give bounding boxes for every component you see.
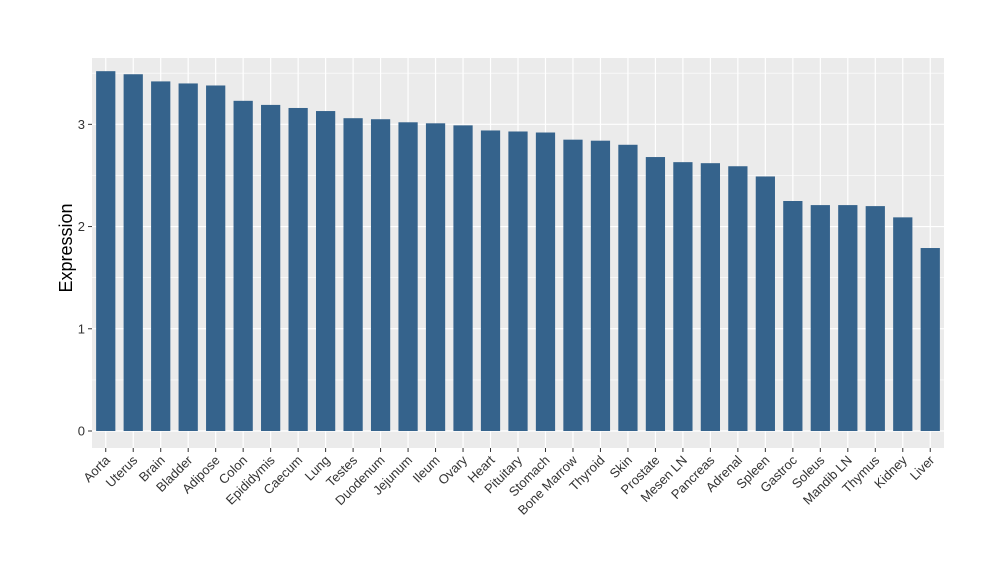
bar-pancreas xyxy=(700,163,721,431)
x-tick-label: Ovary xyxy=(435,452,470,487)
bar-bone-marrow xyxy=(563,139,583,431)
y-axis-title: Expression xyxy=(56,203,76,292)
bar-soleus xyxy=(810,205,830,431)
bar-kidney xyxy=(893,217,913,431)
bar-lung xyxy=(315,111,336,432)
y-tick-label: 3 xyxy=(78,117,85,132)
bar-testes xyxy=(343,118,363,431)
bar-pituitary xyxy=(508,131,528,431)
bar-bladder xyxy=(178,83,198,431)
bar-adrenal xyxy=(728,166,748,431)
bar-stomach xyxy=(535,132,556,431)
y-tick-label: 0 xyxy=(78,424,85,439)
y-axis: 0 1 2 3 xyxy=(78,117,92,439)
bar-heart xyxy=(480,130,501,431)
bar-skin xyxy=(618,144,638,431)
bar-adipose xyxy=(206,85,226,431)
bar-prostate xyxy=(645,157,666,432)
bar-thymus xyxy=(865,206,885,431)
x-tick-label: Liver xyxy=(907,452,938,483)
x-axis: AortaUterusBrainBladderAdiposeColonEpidi… xyxy=(80,448,938,518)
bar-thyroid xyxy=(590,140,611,431)
bar-caecum xyxy=(288,107,308,431)
bar-mesen-ln xyxy=(673,162,693,431)
bar-aorta xyxy=(96,71,116,431)
bar-colon xyxy=(233,100,253,432)
bar-spleen xyxy=(755,176,775,431)
bar-jejunum xyxy=(398,122,418,432)
y-tick-label: 2 xyxy=(78,219,85,234)
bar-brain xyxy=(151,81,171,432)
bar-epididymis xyxy=(261,104,281,432)
bar-duodenum xyxy=(370,119,391,431)
x-tick-label: Uterus xyxy=(103,452,141,490)
bars xyxy=(96,71,940,432)
bar-ileum xyxy=(425,123,446,432)
bar-mandib-ln xyxy=(838,205,858,431)
bar-ovary xyxy=(453,125,473,431)
bar-uterus xyxy=(123,74,143,431)
y-tick-label: 1 xyxy=(78,321,85,336)
bar-gastroc xyxy=(783,201,803,431)
bar-liver xyxy=(920,248,940,431)
